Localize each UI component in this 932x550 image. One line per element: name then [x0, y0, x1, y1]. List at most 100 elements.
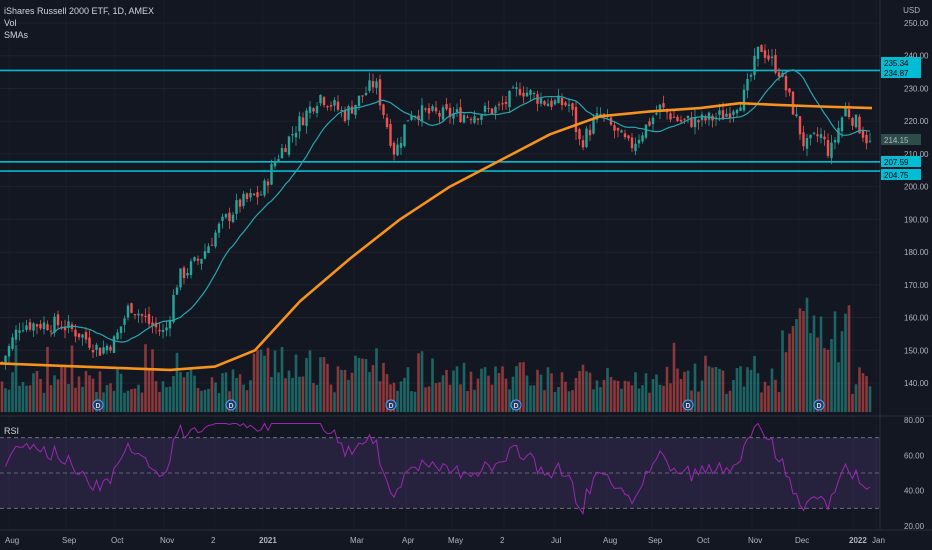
volume-bar — [868, 386, 872, 412]
candle-body — [56, 314, 60, 326]
time-tick-label: Aug — [5, 536, 19, 545]
volume-bar — [781, 330, 784, 412]
candle-body — [739, 107, 742, 111]
volume-bar — [693, 363, 697, 412]
candle-body — [501, 103, 504, 105]
dividend-marker-label: D — [229, 403, 234, 410]
candle-body — [511, 87, 515, 89]
volume-bar — [508, 389, 511, 412]
volume-bar — [543, 390, 546, 412]
candle-body — [49, 330, 53, 332]
volume-bar — [473, 389, 476, 412]
price-tick-label: 250.00 — [904, 19, 929, 28]
candle-body — [693, 117, 697, 128]
candle-body — [767, 55, 770, 60]
volume-bar — [28, 385, 32, 412]
volume-bar — [256, 350, 259, 412]
volume-bar — [340, 369, 343, 412]
candle-body — [494, 106, 497, 113]
candle-body — [354, 104, 357, 115]
volume-bar — [847, 305, 851, 412]
time-tick-label: Dec — [795, 536, 809, 545]
candle-body — [819, 134, 823, 138]
volume-bar — [550, 373, 553, 412]
volume-bar — [742, 386, 746, 412]
candle-body — [273, 161, 277, 167]
volume-bar — [312, 383, 315, 412]
candle-body — [641, 135, 644, 142]
volume-bar — [767, 385, 770, 412]
level-price-tag — [881, 156, 921, 167]
volume-bar — [746, 367, 749, 412]
volume-bar — [798, 308, 802, 412]
volume-bars — [0, 297, 872, 412]
candle-body — [714, 117, 718, 119]
volume-bar — [133, 388, 137, 412]
volume-bar — [462, 362, 466, 412]
time-tick-label: Nov — [160, 536, 174, 545]
volume-bar — [151, 349, 154, 412]
candle-body — [343, 110, 347, 122]
dividend-marker — [682, 399, 694, 411]
price-tick-label: 240.00 — [904, 52, 929, 61]
dividend-marker — [385, 399, 397, 411]
volume-bar — [718, 369, 721, 412]
candle-body — [119, 326, 123, 333]
candles — [0, 44, 872, 370]
volume-bar — [760, 392, 763, 412]
volume-bar — [851, 393, 854, 412]
candle-body — [126, 305, 130, 318]
candle-body — [613, 125, 616, 131]
volume-legend[interactable]: Vol — [4, 18, 17, 28]
candle-body — [627, 135, 630, 139]
sma-legend[interactable]: SMAs — [4, 30, 29, 40]
candle-body — [154, 322, 158, 328]
candle-body — [637, 139, 641, 144]
volume-bar — [217, 393, 221, 412]
volume-bar — [123, 392, 126, 412]
symbol-title[interactable]: iShares Russell 2000 ETF, 1D, AMEX — [4, 6, 155, 16]
volume-bar — [802, 310, 805, 412]
candle-body — [39, 324, 42, 329]
horizontal-levels[interactable] — [0, 69, 880, 172]
candle-body — [291, 134, 294, 136]
rsi-legend[interactable]: RSI — [4, 426, 20, 436]
volume-bar — [249, 380, 252, 412]
volume-bar — [655, 374, 658, 412]
volume-bar — [210, 377, 214, 412]
volume-bar — [403, 377, 406, 412]
candle-body — [172, 294, 175, 323]
volume-bar — [854, 384, 858, 412]
candle-body — [378, 79, 382, 106]
candle-body — [196, 258, 200, 261]
candle-body — [756, 46, 760, 59]
candle-body — [249, 192, 252, 198]
candle-body — [105, 345, 109, 351]
candle-body — [116, 332, 119, 340]
volume-bar — [119, 373, 123, 412]
volume-bar — [725, 393, 728, 412]
time-tick-label: Aug — [603, 536, 617, 545]
volume-bar — [511, 376, 515, 412]
volume-bar — [357, 357, 361, 412]
volume-bar — [529, 385, 532, 412]
volume-bar — [77, 376, 81, 412]
candle-body — [315, 106, 319, 114]
candle-body — [210, 244, 214, 246]
candle-body — [14, 329, 18, 340]
candle-body — [865, 134, 868, 144]
volume-bar — [158, 391, 161, 412]
price-tick-label: 220.00 — [904, 117, 929, 126]
candle-body — [375, 81, 378, 88]
volume-bar — [732, 379, 735, 412]
candle-body — [74, 329, 77, 337]
candle-body — [95, 344, 98, 350]
rsi-band-fill — [0, 437, 880, 509]
sma-short-line — [50, 69, 871, 343]
volume-bar — [574, 377, 578, 412]
candle-body — [21, 330, 25, 332]
volume-bar — [434, 383, 438, 412]
rsi-tick-label: 40.00 — [904, 487, 925, 496]
candle-body — [130, 303, 133, 313]
